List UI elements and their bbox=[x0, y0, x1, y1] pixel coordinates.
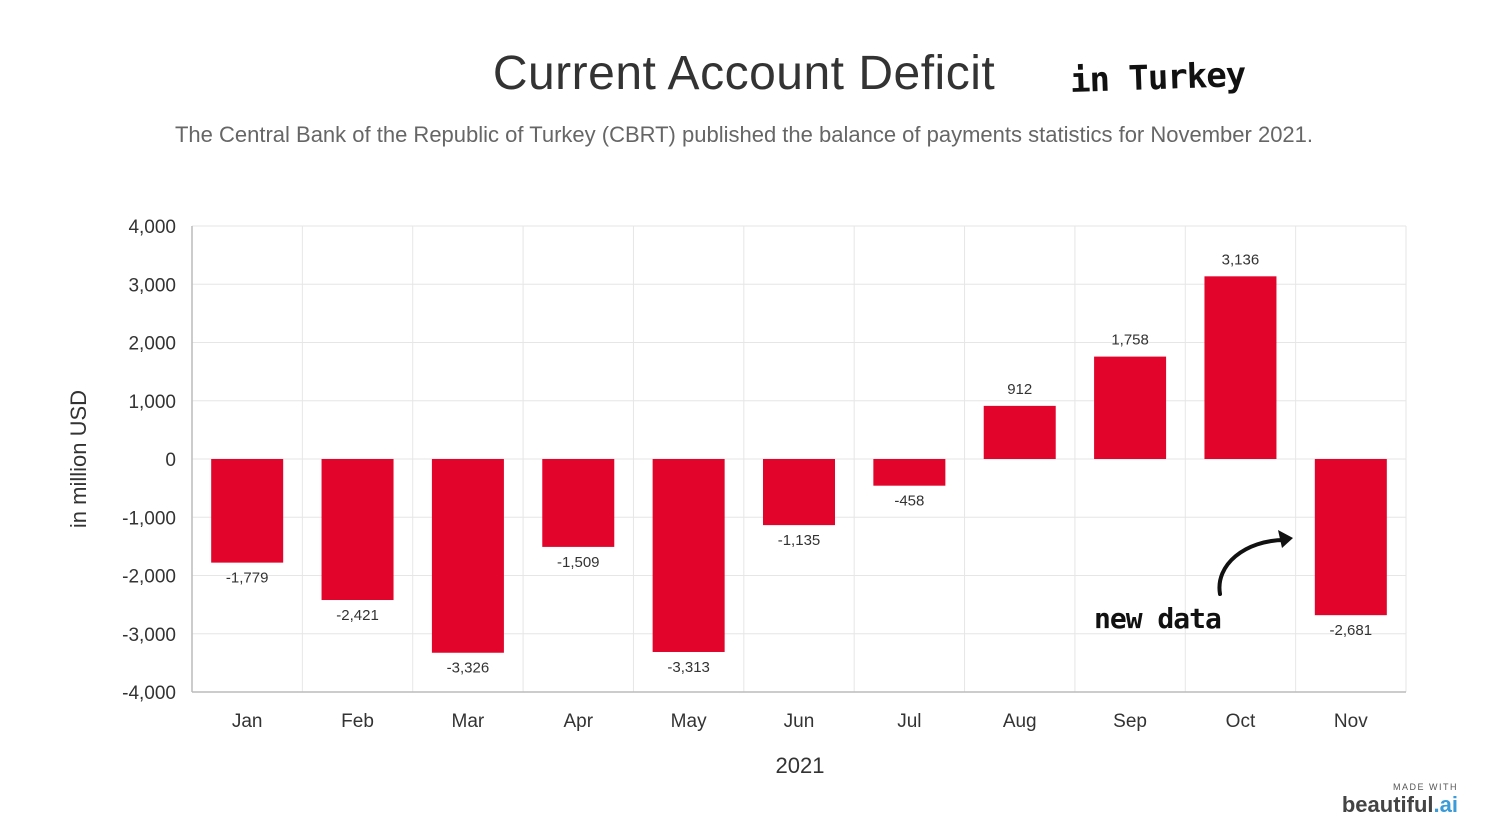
data-label: -2,421 bbox=[336, 607, 379, 624]
data-label: -1,509 bbox=[557, 554, 600, 571]
y-tick-label: -3,000 bbox=[122, 625, 176, 646]
x-tick-label: Nov bbox=[1334, 711, 1368, 732]
data-label: -1,779 bbox=[226, 570, 269, 587]
bar-mar[interactable] bbox=[431, 459, 504, 653]
x-tick-label: Oct bbox=[1226, 711, 1256, 732]
y-tick-label: -2,000 bbox=[122, 567, 176, 588]
bar-oct[interactable] bbox=[1204, 276, 1277, 459]
bar-apr[interactable] bbox=[542, 459, 615, 547]
brand-name: beautiful bbox=[1341, 792, 1434, 817]
bar-aug[interactable] bbox=[983, 405, 1056, 459]
chart-title-text: Current Account Deficit bbox=[492, 47, 996, 100]
new-data-arrowhead bbox=[1278, 530, 1293, 548]
x-tick-label: Jul bbox=[897, 711, 921, 732]
x-tick-label: Jun bbox=[784, 711, 815, 732]
y-axis-title: in million USD bbox=[66, 390, 91, 528]
data-label: -3,313 bbox=[667, 659, 710, 676]
data-label: -1,135 bbox=[778, 532, 821, 549]
label-layer: -1,779 -2,421 -3,326 -1,509 -3,313 -1,135 -458… bbox=[226, 251, 1372, 676]
x-tick-label: Jan bbox=[232, 711, 263, 732]
data-label: 1,758 bbox=[1111, 332, 1149, 349]
data-label: 3,136 bbox=[1222, 251, 1260, 268]
y-tick-label: 1,000 bbox=[128, 392, 176, 413]
bar-feb[interactable] bbox=[321, 459, 394, 601]
x-tick-label: Mar bbox=[452, 711, 485, 732]
y-tick-label: -4,000 bbox=[122, 683, 176, 704]
grid-layer bbox=[191, 225, 1407, 693]
bar-jan[interactable] bbox=[211, 459, 284, 563]
y-tick-label: 0 bbox=[165, 450, 176, 471]
bar-jun[interactable] bbox=[763, 459, 835, 526]
x-tick-label: Aug bbox=[1003, 711, 1037, 732]
y-tick-label: 3,000 bbox=[128, 275, 176, 296]
bar-jul[interactable] bbox=[873, 459, 946, 486]
x-axis-title: 2021 bbox=[776, 753, 825, 778]
x-tick-label: May bbox=[671, 711, 707, 732]
x-tick-label: Apr bbox=[563, 711, 593, 732]
bar-sep[interactable] bbox=[1094, 356, 1167, 459]
x-tick-label: Sep bbox=[1113, 711, 1147, 732]
new-data-annotation: new data bbox=[1094, 602, 1222, 635]
brand-suffix: .ai bbox=[1433, 792, 1458, 817]
bar-nov[interactable] bbox=[1314, 459, 1387, 616]
branding: MADE WITH beautiful.ai bbox=[1342, 782, 1458, 818]
made-with-label: MADE WITH bbox=[1393, 782, 1458, 792]
data-label: -458 bbox=[894, 493, 924, 510]
y-tick-label: -1,000 bbox=[122, 508, 176, 529]
data-label: -2,681 bbox=[1330, 622, 1373, 639]
y-tick-label: 4,000 bbox=[128, 217, 176, 238]
data-label: -3,326 bbox=[447, 660, 490, 677]
axis-layer: 4,000 3,000 2,000 1,000 0 -1,000 -2,000 -3,000 -… bbox=[122, 217, 1406, 732]
x-tick-label: Feb bbox=[341, 711, 374, 732]
bar-may[interactable] bbox=[652, 459, 725, 652]
new-data-arrow bbox=[1217, 538, 1287, 596]
y-tick-label: 2,000 bbox=[128, 334, 176, 355]
brand-logo: beautiful.ai bbox=[1342, 792, 1458, 818]
chart-title: Current Account Deficit bbox=[0, 46, 1488, 101]
chart-subtitle: The Central Bank of the Republic of Turk… bbox=[174, 122, 1314, 147]
bar-layer bbox=[211, 276, 1387, 653]
data-label: 912 bbox=[1007, 381, 1032, 398]
